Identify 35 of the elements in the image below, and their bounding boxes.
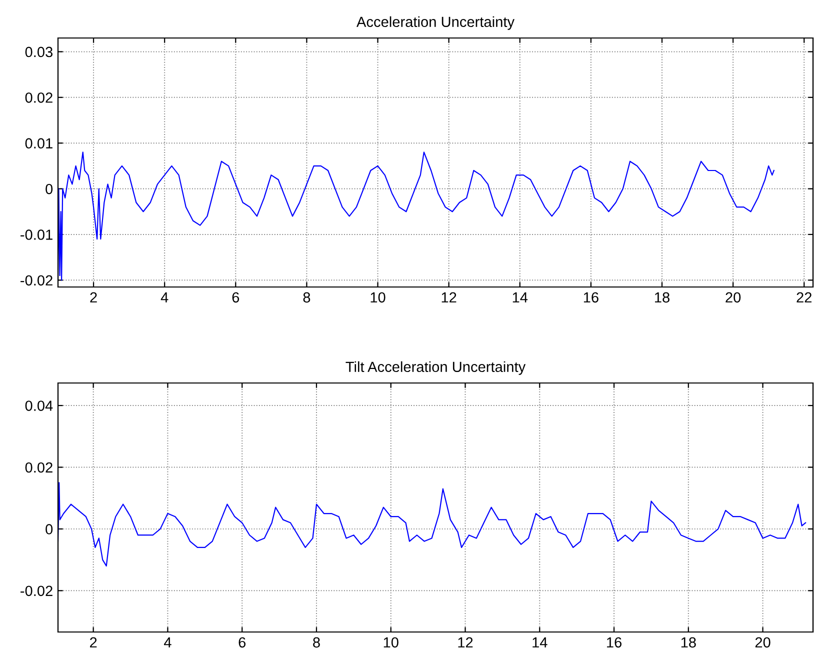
y-tick-label: 0 bbox=[46, 184, 53, 194]
y-tick-label: 0.02 bbox=[25, 462, 52, 473]
x-tick-label: 14 bbox=[532, 637, 548, 648]
y-tick-label: 0.02 bbox=[25, 92, 52, 103]
line-series bbox=[58, 152, 774, 281]
x-tick-label: 6 bbox=[232, 292, 240, 303]
x-tick-label: 12 bbox=[442, 292, 456, 302]
x-tick-label: 22 bbox=[796, 292, 812, 302]
x-tick-label: 20 bbox=[726, 292, 741, 303]
x-tick-label: 4 bbox=[160, 292, 168, 302]
x-tick-label: 12 bbox=[458, 637, 473, 648]
x-tick-label: 16 bbox=[607, 637, 622, 648]
chart-title: Acceleration Uncertainty bbox=[356, 16, 515, 30]
x-tick-label: 4 bbox=[164, 637, 172, 648]
x-tick-label: 6 bbox=[238, 637, 246, 648]
x-tick-label: 18 bbox=[655, 292, 670, 303]
y-tick-label: 0.04 bbox=[25, 400, 53, 411]
x-tick-label: 10 bbox=[384, 637, 398, 648]
y-tick-label: 0.01 bbox=[25, 138, 52, 149]
y-tick-label: 0 bbox=[46, 524, 53, 534]
x-tick-label: 8 bbox=[313, 637, 320, 648]
x-tick-label: 2 bbox=[90, 637, 97, 648]
x-tick-label: 10 bbox=[370, 292, 386, 303]
y-tick-label: -0.02 bbox=[20, 275, 52, 286]
x-tick-label: 14 bbox=[512, 292, 528, 302]
x-tick-label: 16 bbox=[584, 292, 598, 303]
x-tick-label: 8 bbox=[303, 292, 310, 303]
y-tick-label: -0.02 bbox=[20, 586, 52, 596]
x-tick-label: 20 bbox=[755, 637, 770, 648]
line-series bbox=[58, 482, 806, 567]
x-tick-label: 2 bbox=[90, 292, 97, 302]
chart-title: Tilt Acceleration Uncertainty bbox=[346, 361, 526, 375]
x-tick-label: 18 bbox=[681, 637, 696, 648]
y-tick-label: -0.01 bbox=[20, 230, 52, 240]
y-tick-label: 0.03 bbox=[25, 46, 52, 58]
